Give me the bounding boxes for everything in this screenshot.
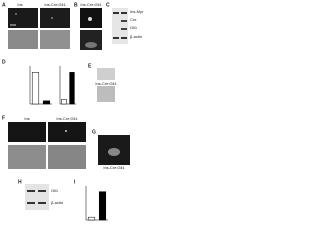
band <box>38 202 46 204</box>
figure: A Ins Ins-Cre;Gli1 B Ins-Cre;Gli1 CIns-MyrCre… <box>2 2 144 221</box>
bar <box>98 191 107 221</box>
bar <box>87 216 96 221</box>
bar <box>31 72 40 105</box>
micrograph <box>97 68 115 80</box>
panel-label: Ins <box>17 2 22 7</box>
micrograph <box>40 8 70 28</box>
panel-label: Ins-Cre;Gli1 <box>44 2 66 7</box>
micrograph <box>48 122 86 142</box>
band <box>113 12 119 14</box>
western-blot <box>112 8 128 44</box>
panel-label: β-actin <box>130 34 142 39</box>
micrograph <box>97 86 115 102</box>
micrograph <box>40 30 70 49</box>
band <box>121 20 127 22</box>
band <box>27 190 35 192</box>
cell <box>65 130 67 132</box>
panel-label: Ins-Cre;Gli1 <box>103 165 125 170</box>
micrograph <box>48 145 86 169</box>
panel-label: Gli1 <box>51 188 59 193</box>
cell <box>15 13 17 15</box>
cell <box>51 17 53 19</box>
cell <box>88 17 92 21</box>
band <box>121 12 127 14</box>
western-blot <box>25 184 49 210</box>
band <box>121 37 127 39</box>
panel-letter: D <box>2 59 6 65</box>
panel-label: Ins-Cre;Gli1 <box>56 116 78 121</box>
band <box>38 190 46 192</box>
panel-letter: G <box>92 129 96 135</box>
band <box>121 28 127 30</box>
panel-letter: C <box>106 2 110 8</box>
bar <box>69 72 75 105</box>
micrograph <box>8 8 38 28</box>
panel-letter: B <box>74 2 78 8</box>
panel-label: Ins-Myr <box>130 9 144 14</box>
bar <box>61 99 67 105</box>
panel-letter: A <box>2 2 6 8</box>
islet <box>108 148 120 156</box>
panel-letter: F <box>2 115 5 121</box>
bar <box>42 100 51 105</box>
panel-label: Ins <box>24 116 29 121</box>
panel-label: Gli1 <box>130 25 138 30</box>
band <box>27 202 35 204</box>
panel-letter: I <box>74 179 76 185</box>
panel-letter: H <box>18 179 22 185</box>
panel-label: Ins-Cre;Gli1 <box>95 81 117 86</box>
micrograph <box>8 122 46 142</box>
band <box>113 37 119 39</box>
panel-letter: E <box>88 63 92 69</box>
micrograph <box>8 30 38 49</box>
panel-label: Cre <box>130 17 137 22</box>
micrograph <box>8 145 46 169</box>
panel-label: Ins-Cre;Gli1 <box>80 2 102 7</box>
islet <box>85 42 97 48</box>
panel-label: β-actin <box>51 200 63 205</box>
